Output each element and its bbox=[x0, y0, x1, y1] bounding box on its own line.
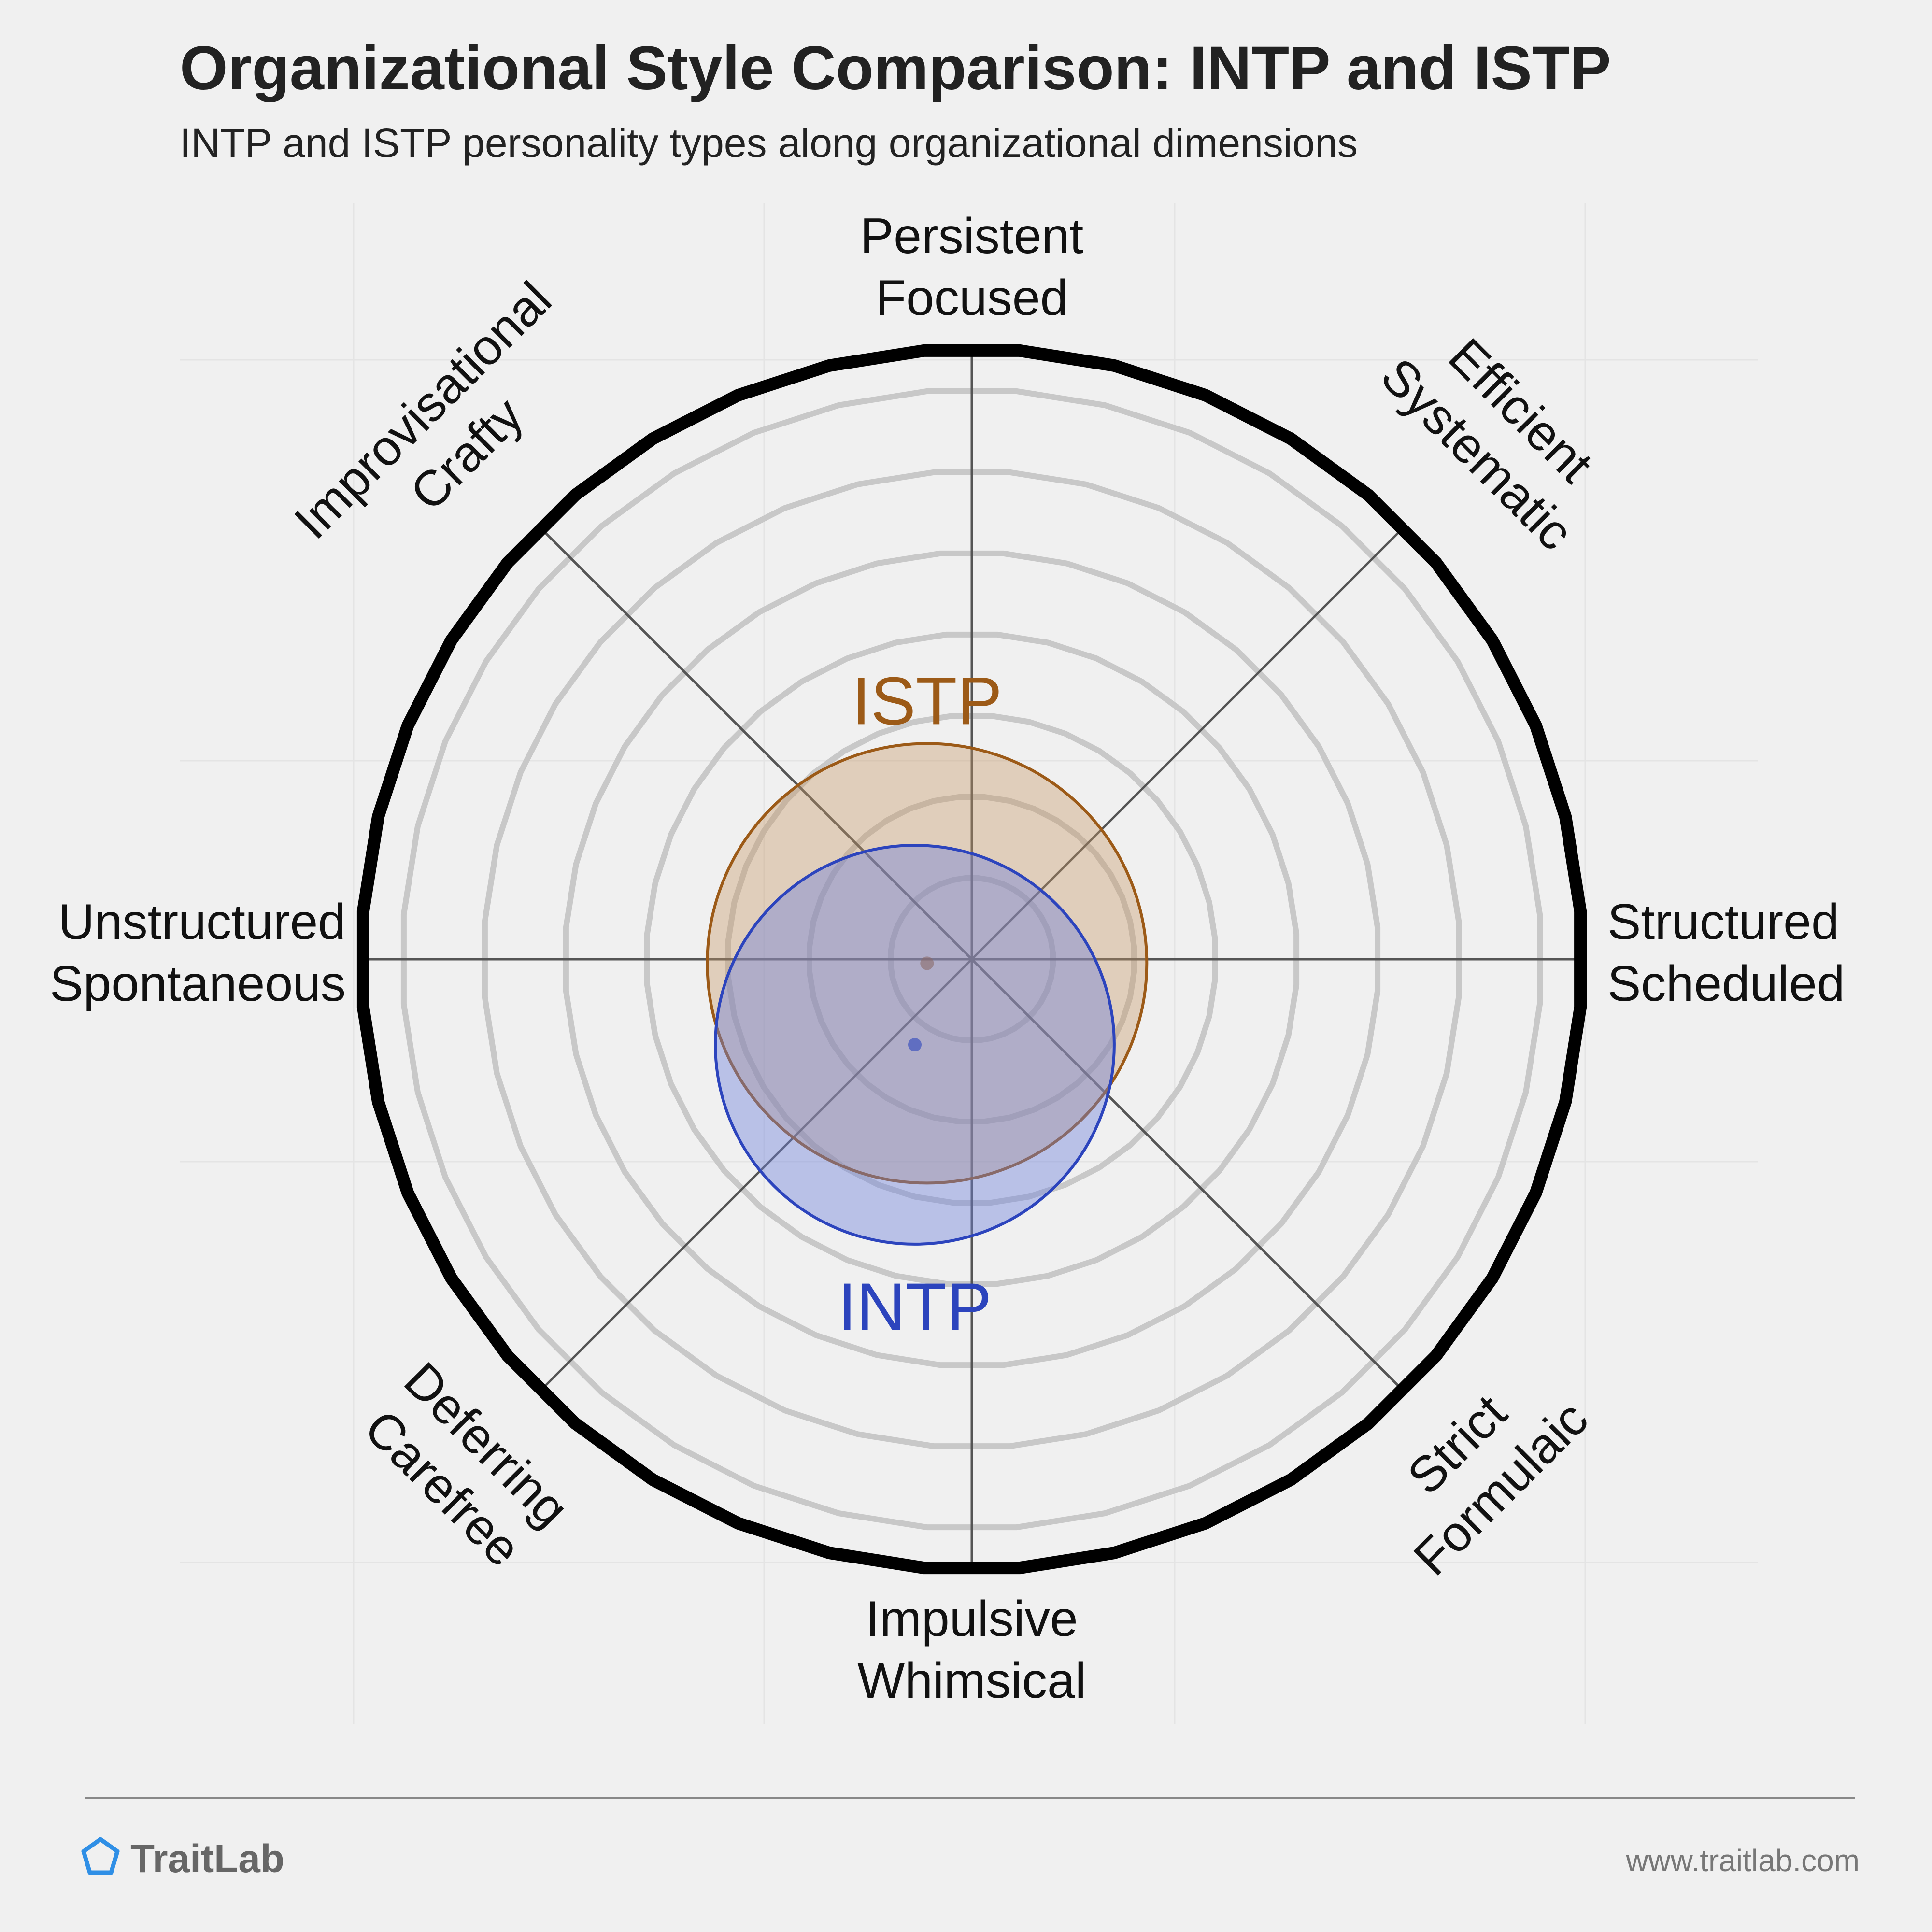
axis-spoke bbox=[971, 526, 1405, 960]
grid-ring bbox=[725, 713, 1218, 1206]
axis-spoke bbox=[971, 958, 1405, 1392]
outer-ring bbox=[356, 344, 1587, 1575]
axis-label: Scheduled bbox=[1607, 956, 1845, 1012]
outer-ring-polygon bbox=[356, 344, 1587, 1575]
type-label-istp: ISTP bbox=[852, 663, 1002, 739]
axis-spokes bbox=[361, 349, 1582, 1570]
grid-ring bbox=[400, 388, 1543, 1531]
grid-ring bbox=[644, 631, 1300, 1287]
axis-spoke bbox=[539, 958, 973, 1392]
grid-ring bbox=[807, 794, 1137, 1124]
axis-label-group: Impulsive Whimsical bbox=[857, 1591, 1086, 1709]
footer-brand: TraitLab bbox=[130, 1837, 284, 1881]
axis-label: Unstructured bbox=[58, 894, 346, 950]
chart-subtitle: INTP and ISTP personality types along or… bbox=[180, 120, 1358, 166]
axis-label-group: Persistent Focused bbox=[860, 208, 1084, 326]
axis-spoke bbox=[539, 526, 973, 960]
chart-title: Organizational Style Comparison: INTP an… bbox=[180, 34, 1611, 103]
axis-label-group: Structured Scheduled bbox=[1607, 894, 1845, 1012]
point-istp bbox=[920, 956, 934, 970]
axis-label: Spontaneous bbox=[50, 956, 346, 1012]
type-labels: ISTP INTP bbox=[838, 663, 1002, 1344]
axis-label: Structured bbox=[1607, 894, 1839, 950]
footer-url: www.traitlab.com bbox=[1625, 1843, 1860, 1878]
grid-ring bbox=[563, 550, 1381, 1368]
background-grid bbox=[180, 203, 1758, 1724]
axis-label: Impulsive bbox=[866, 1591, 1078, 1647]
axis-label: Focused bbox=[876, 270, 1068, 326]
grid-rings bbox=[400, 388, 1543, 1531]
type-regions bbox=[706, 742, 1149, 1246]
traitlab-logo-icon bbox=[81, 1837, 120, 1875]
grid-ring bbox=[482, 469, 1462, 1449]
point-intp bbox=[908, 1038, 922, 1051]
axis-label: Whimsical bbox=[857, 1653, 1086, 1709]
grid-ring bbox=[888, 875, 1056, 1043]
axis-label-group: Unstructured Spontaneous bbox=[50, 894, 346, 1012]
axis-label: Persistent bbox=[860, 208, 1084, 264]
type-label-intp: INTP bbox=[838, 1269, 992, 1345]
